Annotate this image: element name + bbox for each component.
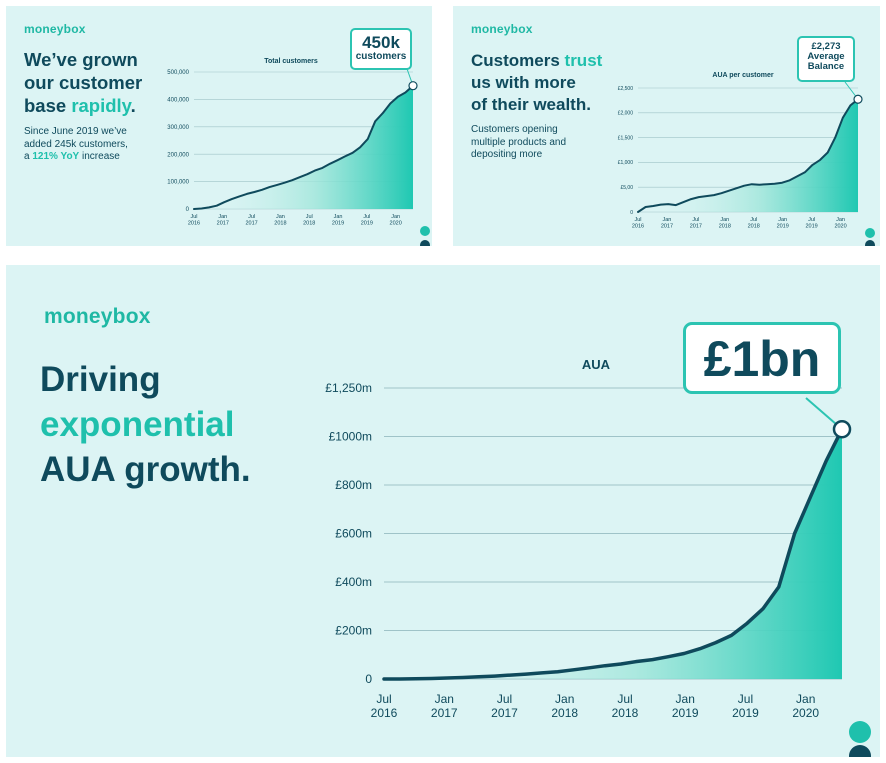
headline-line-1: We’ve grown	[24, 49, 138, 70]
series-line	[382, 427, 844, 681]
y-tick-label: 0	[186, 207, 190, 213]
chart-title: Total customers	[264, 58, 318, 65]
x-tick-label: Jul 2017	[690, 217, 702, 230]
decor-dot-teal	[865, 228, 875, 238]
series-line	[637, 98, 859, 213]
y-tick-label: £1,250m	[325, 381, 372, 395]
y-tick-label: 200,000	[167, 152, 189, 158]
customers-panel: moneybox We’ve grown our customer base r…	[6, 6, 432, 246]
decor-dot-navy	[865, 240, 875, 246]
balance-panel: moneybox Customers trust us with more of…	[453, 6, 880, 246]
balance-headline: Customers trust us with more of their we…	[471, 51, 603, 114]
x-tick-label: Jul 2017	[491, 692, 518, 720]
callout-value: 450k	[362, 33, 400, 52]
x-tick-label: Jan 2017	[217, 214, 229, 227]
chart-title: AUA	[581, 357, 611, 372]
x-tick-label: Jan 2018	[274, 214, 286, 227]
moneybox-logo: moneybox	[24, 22, 86, 36]
series-area	[194, 85, 413, 209]
chart-title: AUA per customer	[712, 72, 774, 79]
customers-headline: We’ve grown our customer base rapidly.	[24, 48, 142, 117]
headline-accent: exponential	[40, 405, 235, 444]
balance-callout: £2,273 Average Balance	[797, 36, 855, 82]
decor-dot-teal	[420, 226, 430, 236]
headline-accent: rapidly	[71, 95, 131, 116]
headline-line-2: our customer	[24, 72, 143, 93]
y-tick-label: 500,000	[167, 70, 189, 76]
x-tick-label: Jan 2020	[792, 692, 819, 720]
x-tick-label: Jan 2018	[719, 217, 731, 230]
y-tick-label: 0	[630, 210, 633, 216]
customers-chart: 0 100,000 200,000 300,000 400,000 500,000 Jul 2…	[167, 65, 418, 227]
customers-subtext: Since June 2019 we’ve added 245k custome…	[24, 126, 128, 162]
end-point-marker	[853, 94, 863, 104]
aua-panel: moneybox Driving exponential AUA growth.…	[6, 265, 880, 757]
end-point-marker	[832, 419, 852, 439]
series-area	[384, 429, 842, 679]
x-tick-label: Jan 2020	[834, 217, 846, 230]
x-tick-label: Jul 2018	[612, 692, 639, 720]
y-tick-label: £400m	[335, 575, 372, 589]
x-tick-label: Jul 2016	[188, 214, 200, 227]
callout-label: Average	[807, 50, 845, 62]
headline-line-3: base rapidly.	[24, 95, 136, 116]
y-tick-label: £800m	[335, 478, 372, 492]
moneybox-logo: moneybox	[471, 22, 533, 36]
aua-headline: Driving exponential AUA growth.	[40, 360, 251, 489]
x-tick-label: Jul 2018	[303, 214, 315, 227]
balance-subtext: Customers opening multiple products and …	[471, 124, 567, 160]
x-tick-label: Jul 2019	[806, 217, 818, 230]
callout-value: £2,273	[811, 41, 841, 52]
y-tick-label: £2,500	[618, 86, 634, 92]
x-tick-label: Jul 2016	[371, 692, 398, 720]
x-tick-label: Jan 2020	[390, 214, 402, 227]
callout-label: customers	[355, 50, 407, 62]
decor-dot-teal	[849, 721, 871, 743]
moneybox-logo: moneybox	[44, 305, 151, 328]
x-tick-label: Jan 2019	[332, 214, 344, 227]
series-line	[193, 84, 414, 210]
aua-chart: 0 £200m £400m £600m £800m £1000m £1,250m Jul 201…	[325, 381, 852, 720]
x-tick-label: Jan 2017	[661, 217, 673, 230]
headline-accent: trust	[564, 51, 603, 70]
decor-dot-navy	[420, 240, 430, 246]
callout-value: £1bn	[703, 331, 821, 387]
end-point-marker	[408, 81, 418, 91]
x-tick-label: Jul 2019	[732, 692, 759, 720]
x-tick-label: Jul 2016	[632, 217, 644, 230]
x-tick-label: Jan 2019	[777, 217, 789, 230]
y-tick-label: £1,000	[618, 160, 634, 166]
customers-callout: 450k customers	[350, 28, 412, 70]
y-tick-label: £600m	[335, 527, 372, 541]
x-tick-label: Jul 2018	[748, 217, 760, 230]
x-tick-label: Jan 2019	[672, 692, 699, 720]
y-tick-label: £200m	[335, 624, 372, 638]
callout-label: Balance	[807, 60, 845, 72]
y-tick-label: 100,000	[167, 180, 189, 186]
y-tick-label: £1,500	[618, 135, 634, 141]
y-tick-label: 300,000	[167, 125, 189, 131]
x-tick-label: Jan 2017	[431, 692, 458, 720]
y-tick-label: £1000m	[329, 430, 372, 444]
y-tick-label: £5,00	[620, 185, 633, 191]
decor-dot-navy	[849, 745, 871, 757]
series-area	[638, 99, 858, 212]
x-tick-label: Jan 2018	[551, 692, 578, 720]
y-tick-label: £2,000	[618, 111, 634, 117]
x-tick-label: Jul 2017	[245, 214, 257, 227]
x-tick-label: Jul 2019	[361, 214, 373, 227]
balance-chart: 0 £5,00 £1,000 £1,500 £2,000 £2,500 Jul 2016 Jan…	[618, 81, 863, 230]
y-tick-label: 0	[365, 672, 372, 686]
aua-callout: £1bn	[683, 322, 841, 394]
y-tick-label: 400,000	[167, 98, 189, 104]
yoy-highlight: 121% YoY	[32, 151, 80, 162]
